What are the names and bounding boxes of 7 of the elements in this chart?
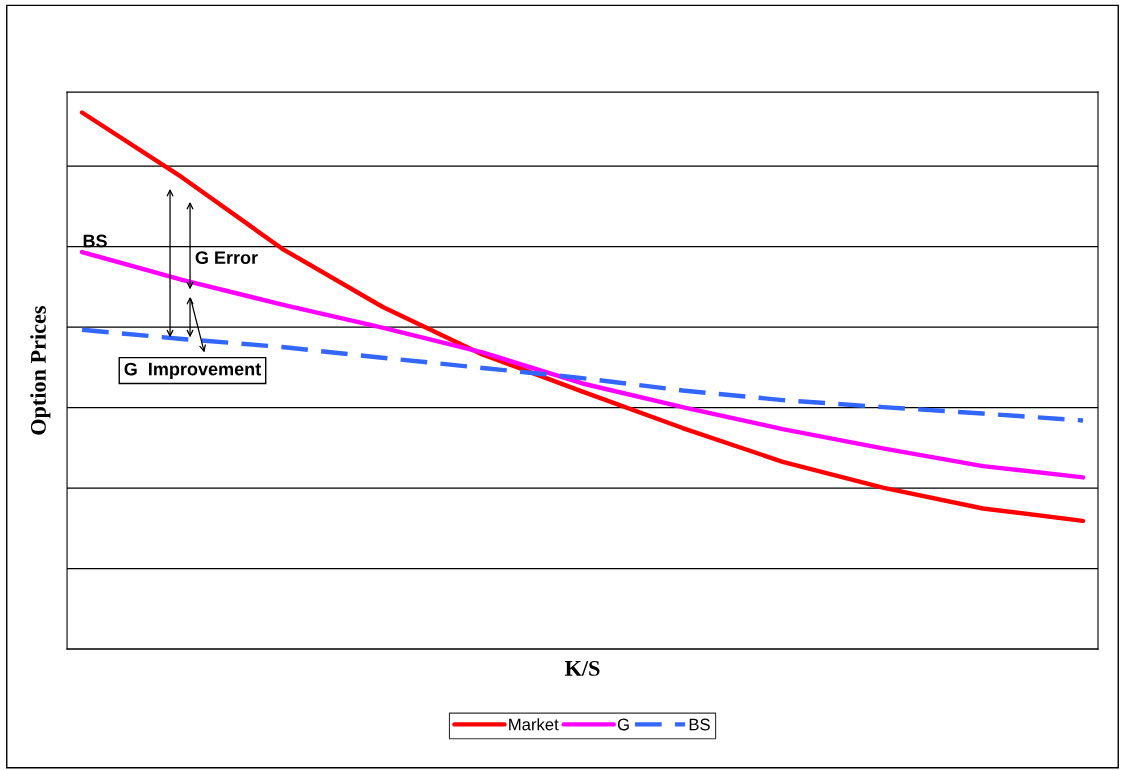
legend-label: Market [509, 718, 559, 731]
x-axis-title: K/S [565, 660, 600, 676]
legend-label: G [617, 718, 629, 731]
legend-label: BS [689, 718, 710, 731]
annotation: G Error [195, 251, 258, 265]
y-axis-title: Option Prices [30, 306, 51, 435]
annotation: G Improvement [124, 362, 261, 380]
